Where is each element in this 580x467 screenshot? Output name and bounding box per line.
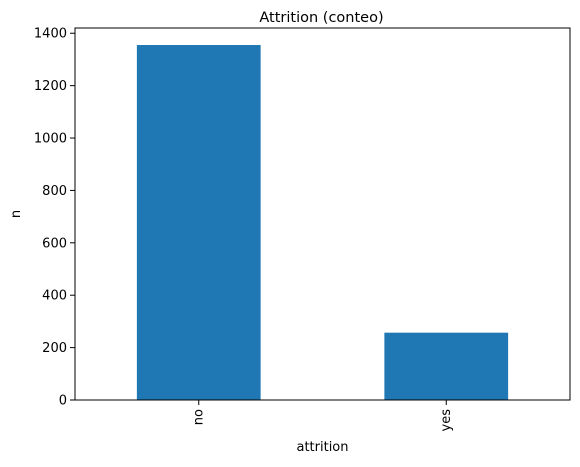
y-tick-label: 0 [59,394,67,409]
y-axis-ticks: 0 200 400 600 800 1000 1200 1400 [34,27,75,409]
y-tick-label: 1200 [34,79,67,94]
y-tick-label: 800 [42,184,67,199]
chart-title: Attrition (conteo) [259,10,383,26]
x-axis-label: attrition [296,440,348,455]
x-tick-label-yes: yes [439,409,454,432]
y-axis-label: n [9,210,24,218]
y-tick-label: 400 [42,289,67,304]
y-tick-label: 200 [42,341,67,356]
x-tick-label-no: no [191,409,206,425]
bar-no [136,45,261,400]
bars-layer [136,45,509,400]
x-axis-ticks: no yes [191,400,454,431]
bar-yes [384,332,509,400]
y-tick-label: 600 [42,236,67,251]
y-tick-label: 1400 [34,27,67,42]
y-tick-label: 1000 [34,132,67,147]
plot-area-frame [74,27,571,401]
